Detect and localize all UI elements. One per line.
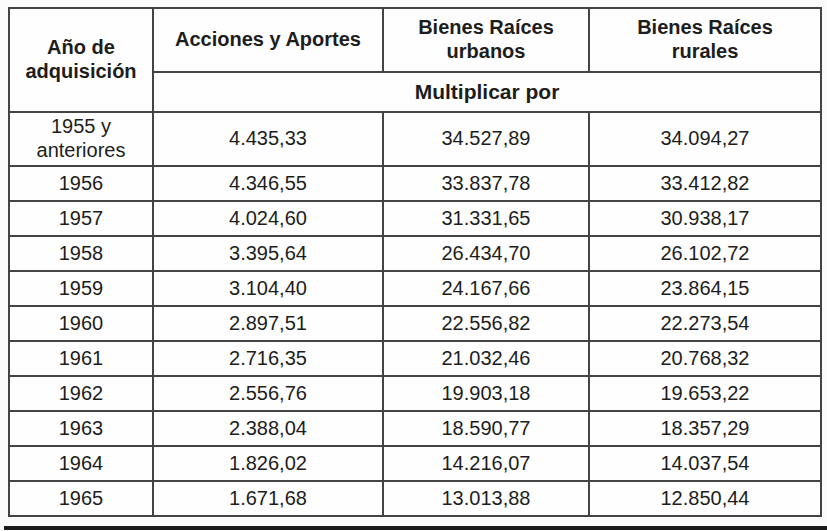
table-row: 1957 4.024,60 31.331,65 30.938,17: [9, 201, 821, 236]
cell-acciones: 2.897,51: [153, 306, 383, 341]
cell-rurales: 23.864,15: [589, 271, 821, 306]
table-row: 1958 3.395,64 26.434,70 26.102,72: [9, 236, 821, 271]
table-row: 1965 1.671,68 13.013,88 12.850,44: [9, 481, 821, 516]
table-row: 1961 2.716,35 21.032,46 20.768,32: [9, 341, 821, 376]
cell-acciones: 4.346,55: [153, 166, 383, 201]
cell-acciones: 1.671,68: [153, 481, 383, 516]
cell-year: 1956: [9, 166, 153, 201]
cell-urbanos: 14.216,07: [383, 446, 589, 481]
cell-year: 1963: [9, 411, 153, 446]
cell-urbanos: 24.167,66: [383, 271, 589, 306]
cell-year: 1959: [9, 271, 153, 306]
cell-urbanos: 33.837,78: [383, 166, 589, 201]
cell-rurales: 18.357,29: [589, 411, 821, 446]
cell-acciones: 1.826,02: [153, 446, 383, 481]
cell-rurales: 12.850,44: [589, 481, 821, 516]
cell-year: 1965: [9, 481, 153, 516]
multiplier-factor-table: Año de adquisición Acciones y Aportes Bi…: [8, 7, 822, 517]
cell-acciones: 2.388,04: [153, 411, 383, 446]
cell-acciones: 2.716,35: [153, 341, 383, 376]
scanned-document-page: Año de adquisición Acciones y Aportes Bi…: [0, 0, 827, 531]
column-header-rurales: Bienes Raíces rurales: [589, 8, 821, 72]
cell-rurales: 30.938,17: [589, 201, 821, 236]
table-row: 1959 3.104,40 24.167,66 23.864,15: [9, 271, 821, 306]
table-header-row: Año de adquisición Acciones y Aportes Bi…: [9, 8, 821, 72]
table-row: 1963 2.388,04 18.590,77 18.357,29: [9, 411, 821, 446]
subheader-multiplicar-por: Multiplicar por: [153, 72, 821, 112]
cell-year: 1962: [9, 376, 153, 411]
cell-urbanos: 26.434,70: [383, 236, 589, 271]
cell-year: 1960: [9, 306, 153, 341]
cell-urbanos: 31.331,65: [383, 201, 589, 236]
cell-rurales: 14.037,54: [589, 446, 821, 481]
cell-rurales: 22.273,54: [589, 306, 821, 341]
cell-year: 1958: [9, 236, 153, 271]
table-row: 1962 2.556,76 19.903,18 19.653,22: [9, 376, 821, 411]
page-bottom-rule: [4, 526, 827, 530]
column-header-year: Año de adquisición: [9, 8, 153, 112]
column-header-acciones: Acciones y Aportes: [153, 8, 383, 72]
cell-acciones: 3.104,40: [153, 271, 383, 306]
cell-urbanos: 21.032,46: [383, 341, 589, 376]
cell-urbanos: 19.903,18: [383, 376, 589, 411]
cell-urbanos: 18.590,77: [383, 411, 589, 446]
cell-urbanos: 22.556,82: [383, 306, 589, 341]
table-row: 1956 4.346,55 33.837,78 33.412,82: [9, 166, 821, 201]
cell-year: 1964: [9, 446, 153, 481]
cell-acciones: 3.395,64: [153, 236, 383, 271]
cell-rurales: 26.102,72: [589, 236, 821, 271]
cell-acciones: 4.435,33: [153, 112, 383, 166]
cell-urbanos: 34.527,89: [383, 112, 589, 166]
cell-year: 1955 y anteriores: [9, 112, 153, 166]
table-row: 1955 y anteriores 4.435,33 34.527,89 34.…: [9, 112, 821, 166]
cell-rurales: 20.768,32: [589, 341, 821, 376]
cell-year: 1961: [9, 341, 153, 376]
cell-rurales: 33.412,82: [589, 166, 821, 201]
column-header-urbanos: Bienes Raíces urbanos: [383, 8, 589, 72]
cell-rurales: 19.653,22: [589, 376, 821, 411]
table-row: 1960 2.897,51 22.556,82 22.273,54: [9, 306, 821, 341]
cell-acciones: 2.556,76: [153, 376, 383, 411]
cell-acciones: 4.024,60: [153, 201, 383, 236]
cell-urbanos: 13.013,88: [383, 481, 589, 516]
cell-year: 1957: [9, 201, 153, 236]
cell-rurales: 34.094,27: [589, 112, 821, 166]
table-row: 1964 1.826,02 14.216,07 14.037,54: [9, 446, 821, 481]
